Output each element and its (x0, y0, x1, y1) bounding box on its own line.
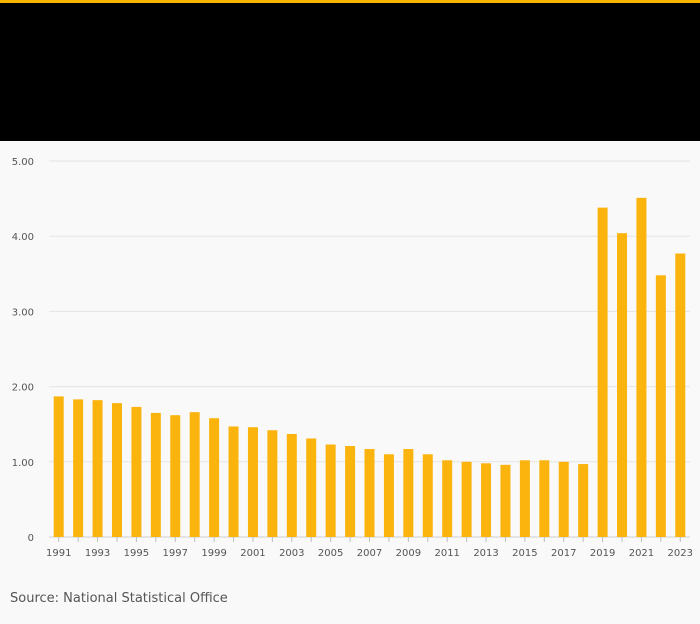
y-tick-label: 1.00 (12, 458, 34, 469)
x-tick-label: 2005 (318, 548, 343, 559)
source-name: National Statistical Office (63, 591, 228, 606)
header-banner (0, 3, 700, 141)
bar (189, 412, 200, 537)
bar (364, 449, 375, 537)
x-tick-label: 2021 (629, 548, 654, 559)
bar (597, 207, 608, 537)
bar (519, 460, 530, 537)
bar (442, 460, 453, 537)
bar-chart: 0 1.00 2.00 3.00 4.00 5.00 1991 1993 1995 1997 199… (12, 157, 693, 559)
x-tick-label: 2017 (551, 548, 576, 559)
x-tick-label: 2013 (473, 548, 498, 559)
bar (209, 418, 220, 537)
y-tick-label: 5.00 (12, 157, 34, 168)
bar (345, 446, 356, 537)
bar (403, 449, 414, 537)
x-tick-label: 2011 (434, 548, 459, 559)
x-tick-label: 1991 (46, 548, 71, 559)
bar (558, 461, 569, 537)
y-tick-label: 0 (28, 533, 34, 544)
accent-bar (0, 0, 700, 3)
bar (422, 454, 433, 537)
bar (617, 233, 628, 537)
bar (53, 396, 64, 537)
bar (247, 427, 258, 537)
bar (306, 438, 317, 537)
y-tick-label: 2.00 (12, 383, 34, 394)
x-tick-label: 2009 (396, 548, 421, 559)
x-tick-label: 2015 (512, 548, 537, 559)
bar (267, 430, 278, 537)
bar (228, 426, 239, 537)
bar (170, 415, 181, 537)
bar (655, 275, 666, 537)
x-tick-label: 2001 (240, 548, 265, 559)
bar (325, 444, 336, 537)
x-tick-label: 2003 (279, 548, 304, 559)
bar (111, 403, 122, 537)
bar (636, 197, 647, 537)
bar (383, 454, 394, 537)
bar (500, 464, 511, 537)
bar (150, 412, 161, 537)
bar (481, 463, 492, 537)
bar (461, 461, 472, 537)
bar (131, 406, 142, 537)
source-note: Source: National Statistical Office (10, 591, 228, 606)
bar (539, 460, 550, 537)
x-tick-label: 2023 (668, 548, 693, 559)
y-tick-label: 3.00 (12, 307, 34, 318)
bar (675, 253, 686, 537)
y-tick-label: 4.00 (12, 232, 34, 243)
x-tick-label: 1993 (85, 548, 110, 559)
bar (578, 464, 589, 537)
source-prefix: Source: (10, 591, 60, 606)
bar (92, 400, 103, 537)
x-tick-label: 1995 (124, 548, 149, 559)
bar (286, 433, 297, 537)
bar (73, 399, 84, 537)
x-tick-label: 2019 (590, 548, 615, 559)
x-tick-label: 1997 (163, 548, 188, 559)
x-tick-label: 1999 (201, 548, 226, 559)
x-tick-label: 2007 (357, 548, 382, 559)
